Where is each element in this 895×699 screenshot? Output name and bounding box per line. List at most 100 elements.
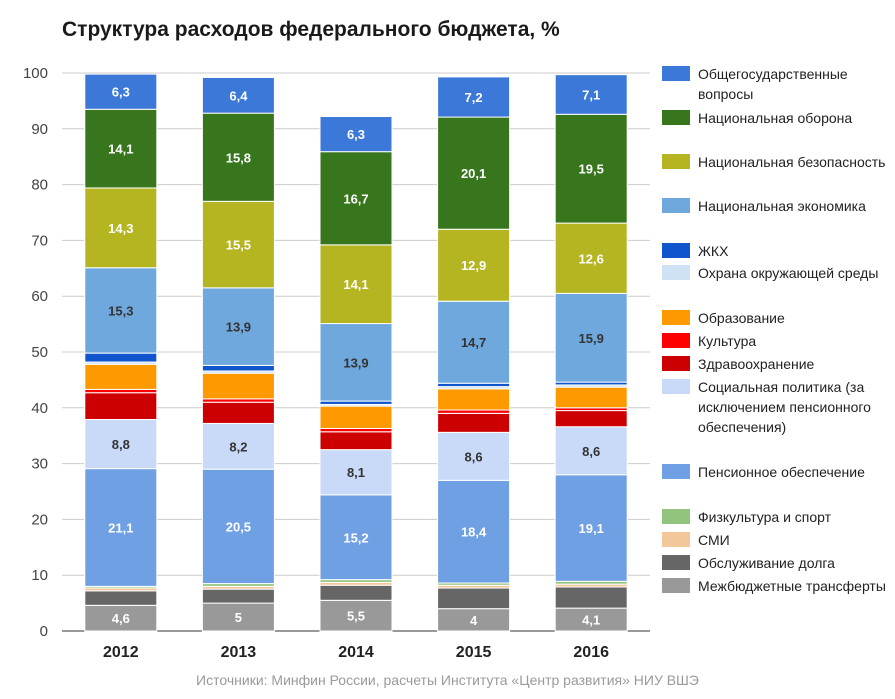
bar-segment (201, 364, 275, 372)
data-label: 8,8 (112, 437, 130, 452)
data-label: 15,8 (226, 150, 251, 165)
bar-segment (84, 419, 158, 470)
bar-segment (201, 200, 275, 289)
bar-segment (437, 409, 511, 414)
data-label: 20,5 (226, 519, 251, 534)
bar-segment (319, 584, 393, 601)
bar-segment (554, 586, 628, 609)
data-label: 6,4 (229, 88, 248, 103)
bar-segment (201, 76, 275, 114)
y-tick-label: 0 (40, 623, 48, 640)
data-label: 8,6 (582, 444, 600, 459)
x-tick-label: 2014 (338, 644, 374, 661)
legend-swatch (662, 310, 690, 325)
bar-segment (554, 222, 628, 294)
bar-segment (201, 422, 275, 470)
y-tick-label: 60 (31, 288, 48, 305)
data-label: 13,9 (343, 355, 368, 370)
data-label: 7,2 (465, 90, 483, 105)
legend-label: Национальная оборона (698, 110, 853, 126)
data-label: 4,6 (112, 611, 130, 626)
data-label: 20,1 (461, 166, 486, 181)
legend-label: Охрана окружающей среды (698, 265, 879, 281)
legend-label: ЖКХ (698, 243, 729, 259)
legend-swatch (662, 243, 690, 258)
data-label: 21,1 (108, 520, 133, 535)
bar-segment (84, 187, 158, 269)
legend-swatch (662, 578, 690, 593)
bar-segment (437, 587, 511, 610)
data-label: 19,1 (579, 521, 604, 536)
x-tick-label: 2013 (221, 644, 257, 661)
legend-label: Пенсионное обеспечение (698, 464, 865, 480)
bar-segment (84, 392, 158, 421)
data-label: 5,5 (347, 609, 365, 624)
data-label: 4 (470, 613, 478, 628)
bar-segment (437, 116, 511, 230)
bar-segment (201, 588, 275, 604)
bar-segment (84, 363, 158, 390)
y-tick-label: 30 (31, 456, 48, 473)
bar-segment (319, 431, 393, 451)
x-tick-label: 2016 (573, 644, 609, 661)
data-label: 8,1 (347, 465, 365, 480)
bar-segment (84, 108, 158, 189)
y-tick-label: 10 (31, 567, 48, 584)
data-label: 12,6 (579, 251, 604, 266)
bar-segment (84, 267, 158, 354)
data-label: 6,3 (112, 85, 130, 100)
data-label: 14,1 (343, 277, 368, 292)
legend-swatch (662, 464, 690, 479)
y-tick-label: 20 (31, 511, 48, 528)
x-axis: 2012 2013 2014 2015 2016 (103, 644, 609, 661)
legend-swatch (662, 356, 690, 371)
data-label: 14,7 (461, 335, 486, 350)
legend-swatch (662, 154, 690, 169)
y-tick-label: 70 (31, 232, 48, 249)
data-label: 8,6 (465, 449, 483, 464)
data-label: 16,7 (343, 191, 368, 206)
legend-label: Межбюджетные трансферты (698, 578, 886, 594)
data-label: 19,5 (579, 162, 604, 177)
bar-segment (437, 388, 511, 411)
chart-title: Структура расходов федерального бюджета,… (62, 18, 560, 41)
bar-segment (554, 386, 628, 409)
bar-segment (437, 412, 511, 433)
bar-segment (319, 116, 393, 153)
bar-segment (319, 427, 393, 433)
y-axis: 0 10 20 30 40 50 60 70 80 90 100 (23, 65, 48, 640)
bar-segment (319, 400, 393, 405)
data-label: 15,5 (226, 238, 251, 253)
legend-swatch (662, 198, 690, 213)
data-label: 15,2 (343, 530, 368, 545)
data-label: 15,9 (579, 331, 604, 346)
data-label: 18,4 (461, 525, 487, 540)
data-label: 13,9 (226, 320, 251, 335)
bar-segment (437, 76, 511, 118)
bar-segment (437, 431, 511, 481)
y-tick-label: 40 (31, 400, 48, 417)
bar-segment (554, 426, 628, 476)
bar-segment (201, 287, 275, 366)
data-label: 14,3 (108, 221, 133, 236)
bar-segment (201, 372, 275, 400)
bar-segment (201, 468, 275, 585)
data-label: 7,1 (582, 87, 600, 102)
legend-label: Национальная экономика (698, 198, 866, 214)
bar-segment (201, 398, 275, 403)
bar-segment (319, 151, 393, 246)
x-tick-label: 2015 (456, 644, 492, 661)
bar-segment (319, 599, 393, 632)
source-note: Источники: Минфин России, расчеты Инстит… (196, 672, 699, 688)
bar-segment (84, 73, 158, 110)
bar-segment (554, 74, 628, 115)
bar-segment (437, 382, 511, 388)
legend-label: Общегосударственные вопросы (698, 66, 848, 102)
data-labels: 4,6 21,1 8,8 15,3 14,3 14,1 6,3 5 20,5 8,2 13,9 15,… (108, 85, 604, 628)
bar-segment (84, 352, 158, 363)
bar-segment (437, 300, 511, 384)
legend-label: Культура (698, 333, 757, 349)
y-tick-label: 100 (23, 65, 48, 82)
legend-label: Образование (698, 310, 785, 326)
